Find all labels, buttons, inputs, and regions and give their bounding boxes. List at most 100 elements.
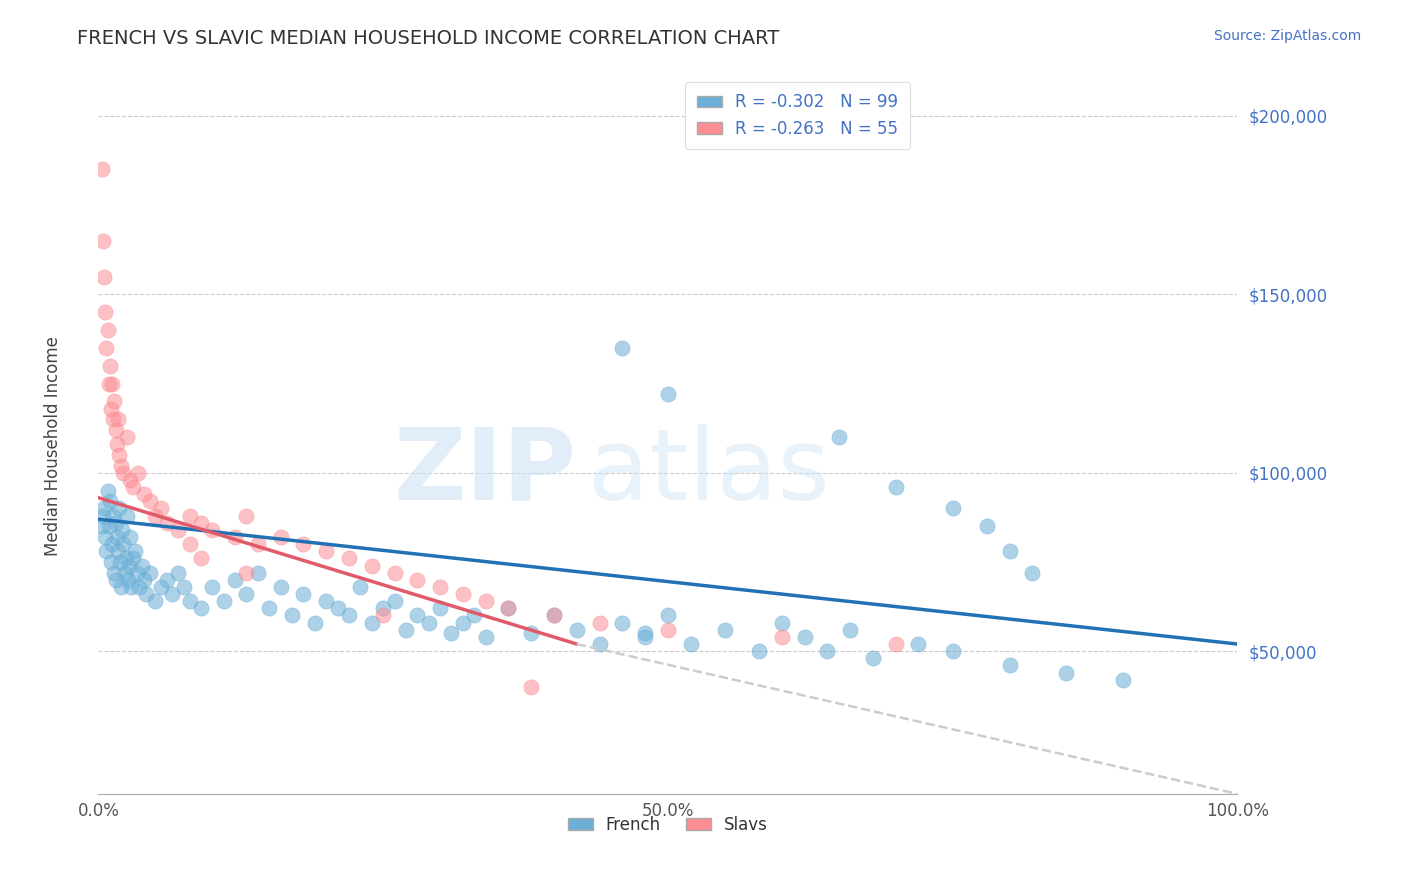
Point: [101, 376, 124, 391]
Point: [588, 615, 610, 630]
Point: [120, 580, 142, 594]
Point: [942, 501, 965, 516]
Point: [565, 623, 588, 637]
Point: [132, 487, 155, 501]
Point: [94, 305, 117, 319]
Point: [498, 601, 520, 615]
Point: [110, 580, 132, 594]
Point: [292, 537, 315, 551]
Point: [121, 480, 143, 494]
Point: [104, 423, 127, 437]
Point: [337, 551, 360, 566]
Point: [371, 601, 394, 615]
Point: [107, 412, 129, 426]
Point: [224, 530, 246, 544]
Point: [235, 566, 257, 580]
Point: [190, 516, 212, 530]
Point: [91, 234, 114, 248]
Point: [179, 594, 201, 608]
Point: [520, 680, 543, 694]
Point: [179, 537, 201, 551]
Point: [93, 269, 115, 284]
Point: [281, 608, 304, 623]
Point: [120, 530, 142, 544]
Point: [304, 615, 326, 630]
Point: [998, 544, 1021, 558]
Point: [270, 530, 292, 544]
Point: [103, 394, 125, 409]
Point: [657, 623, 679, 637]
Point: [96, 341, 118, 355]
Point: [108, 501, 131, 516]
Point: [235, 587, 257, 601]
Point: [145, 594, 167, 608]
Point: [121, 551, 143, 566]
Point: [97, 519, 120, 533]
Point: [440, 626, 463, 640]
Point: [384, 566, 406, 580]
Point: [112, 537, 135, 551]
Point: [138, 494, 160, 508]
Point: [135, 587, 157, 601]
Text: Median Household Income: Median Household Income: [45, 336, 62, 556]
Point: [118, 558, 141, 573]
Point: [1054, 665, 1078, 680]
Point: [190, 551, 212, 566]
Point: [156, 573, 179, 587]
Point: [498, 601, 520, 615]
Point: [190, 601, 212, 615]
Point: [976, 519, 998, 533]
Point: [246, 537, 269, 551]
Point: [201, 580, 224, 594]
Point: [90, 162, 112, 177]
Point: [98, 359, 121, 373]
Point: [105, 437, 128, 451]
Point: [770, 630, 793, 644]
Point: [429, 601, 451, 615]
Point: [120, 473, 142, 487]
Point: [117, 573, 139, 587]
Point: [127, 566, 149, 580]
Point: [395, 623, 418, 637]
Point: [98, 494, 121, 508]
Point: [429, 580, 451, 594]
Point: [326, 601, 349, 615]
Point: [96, 483, 118, 498]
Point: [94, 530, 117, 544]
Point: [543, 608, 565, 623]
Point: [97, 376, 120, 391]
Point: [145, 508, 167, 523]
Point: [1021, 566, 1043, 580]
Point: [179, 508, 201, 523]
Point: [828, 430, 851, 444]
Point: [108, 448, 131, 462]
Point: [451, 587, 474, 601]
Point: [100, 401, 122, 416]
Point: [104, 516, 127, 530]
Point: [124, 544, 146, 558]
Point: [104, 573, 127, 587]
Point: [884, 480, 907, 494]
Legend: French, Slavs: French, Slavs: [561, 809, 775, 840]
Point: [259, 601, 281, 615]
Point: [150, 580, 173, 594]
Point: [156, 516, 179, 530]
Point: [162, 587, 184, 601]
Point: [907, 637, 929, 651]
Point: [315, 594, 337, 608]
Point: [520, 626, 543, 640]
Point: [839, 623, 862, 637]
Point: [463, 608, 485, 623]
Point: [235, 508, 257, 523]
Point: [292, 587, 315, 601]
Point: [96, 323, 118, 337]
Point: [115, 430, 138, 444]
Point: [167, 523, 190, 537]
Point: [100, 555, 122, 569]
Point: [588, 637, 610, 651]
Point: [612, 615, 634, 630]
Point: [748, 644, 770, 658]
Point: [96, 544, 118, 558]
Point: [770, 615, 793, 630]
Text: ZIP: ZIP: [394, 424, 576, 521]
